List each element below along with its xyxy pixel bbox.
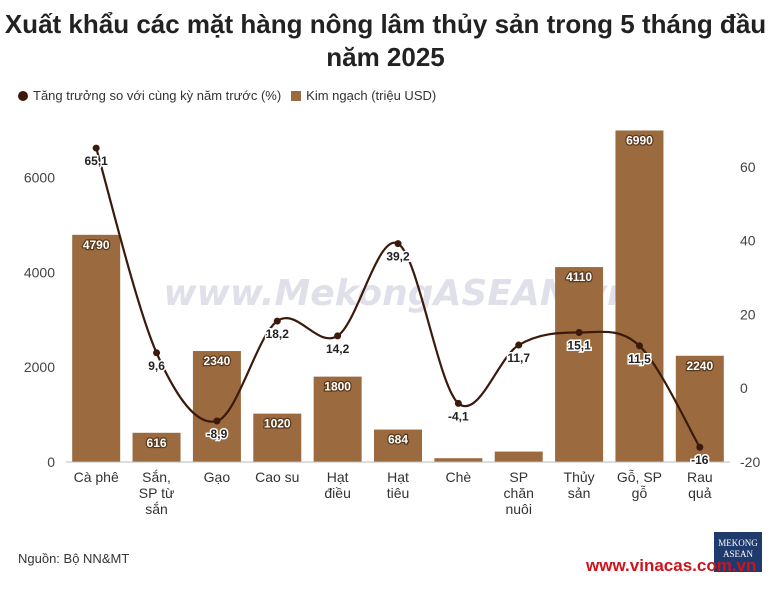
growth-value-label: -4,1 [448, 409, 469, 423]
x-axis-category-label: Hạt điều [324, 469, 350, 501]
legend: Tăng trưởng so với cùng kỳ năm trước (%)… [18, 88, 446, 103]
right-axis-tick-label: 0 [740, 380, 748, 396]
bar [132, 432, 181, 462]
growth-line [95, 147, 701, 448]
growth-point [213, 417, 221, 425]
bar [313, 376, 362, 462]
bar-value-label: 1800 [324, 380, 351, 394]
growth-point [394, 240, 402, 248]
x-axis-category-label: Hạt tiêu [387, 469, 410, 501]
watermark: www.MekongASEAN.vn [163, 273, 632, 314]
bar-value-label: 684 [388, 433, 408, 447]
bar-value-label: 6990 [626, 133, 653, 147]
x-axis-category-label: Cà phê [74, 469, 119, 485]
source-note: Nguồn: Bộ NN&MT [18, 551, 130, 566]
growth-point [273, 317, 281, 325]
growth-point [515, 341, 523, 349]
bar-value-label: 2340 [204, 354, 231, 368]
chart-title: Xuất khẩu các mặt hàng nông lâm thủy sản… [4, 9, 767, 72]
x-axis-category-label: Rau quả [687, 469, 713, 501]
left-axis-tick-label: 6000 [24, 169, 55, 185]
legend-line-swatch [18, 90, 28, 101]
right-axis-tick-label: -20 [740, 454, 760, 470]
growth-point [454, 399, 462, 407]
growth-value-label: 11,5 [628, 352, 651, 366]
bar [192, 351, 241, 462]
legend-line-label: Tăng trưởng so với cùng kỳ năm trước (%) [33, 88, 282, 103]
bar-value-label: 616 [147, 436, 167, 450]
growth-point [635, 342, 643, 350]
x-axis-category-label: Gạo [204, 469, 231, 485]
legend-bar-label: Kim ngạch (triệu USD) [306, 88, 437, 103]
right-axis-tick-label: 60 [740, 159, 756, 175]
mekongasean-logo: MEKONG ASEAN [714, 532, 762, 572]
x-axis-category-label: Gỗ, SP gỗ [617, 469, 662, 501]
logo-line-1: MEKONG [718, 538, 758, 548]
growth-point [153, 349, 161, 357]
x-axis-category-label: Chè [446, 469, 472, 485]
left-axis-tick-label: 4000 [24, 264, 55, 280]
growth-value-label: 39,2 [386, 250, 410, 264]
growth-value-label: 14,2 [326, 342, 350, 356]
growth-value-label: -8,9 [207, 427, 228, 441]
legend-item-line: Tăng trưởng so với cùng kỳ năm trước (%) [18, 88, 281, 103]
growth-value-label: 15,1 [567, 339, 591, 353]
growth-value-label: 11,7 [507, 351, 530, 365]
x-axis-category-label: Sắn, SP từ sắn [139, 469, 175, 517]
left-axis-tick-label: 2000 [24, 359, 55, 375]
left-axis-tick-label: 0 [47, 454, 55, 470]
bar-value-label: 2240 [686, 359, 713, 373]
right-axis-tick-label: 40 [740, 233, 756, 249]
site-url: www.vinacas.com.vn [586, 556, 757, 575]
growth-value-label: 18,2 [266, 327, 290, 341]
growth-point [334, 332, 342, 340]
x-axis-category-label: Thủy sản [564, 469, 595, 501]
right-axis-tick-label: 20 [740, 306, 756, 322]
growth-value-label: -16 [691, 453, 709, 467]
logo-line-2: ASEAN [722, 549, 753, 559]
bar [434, 458, 483, 462]
bar [555, 267, 604, 462]
growth-value-label: 9,6 [148, 359, 165, 373]
bar-value-label: 4110 [566, 270, 592, 284]
legend-item-bar: Kim ngạch (triệu USD) [291, 88, 436, 103]
bar-value-label: 4790 [83, 238, 110, 252]
bar [253, 413, 302, 462]
bar-value-label: 1020 [264, 417, 291, 431]
growth-value-label: 65,1 [85, 154, 109, 168]
bar [72, 234, 121, 462]
bar [494, 451, 543, 462]
bar [374, 429, 422, 462]
bar [615, 130, 664, 462]
growth-point [92, 144, 100, 152]
growth-point [575, 329, 583, 337]
legend-bar-swatch [291, 90, 302, 101]
x-axis-category-label: Cao su [255, 469, 299, 485]
growth-point [696, 443, 704, 451]
x-axis-category-label: SP chăn nuôi [504, 469, 534, 517]
